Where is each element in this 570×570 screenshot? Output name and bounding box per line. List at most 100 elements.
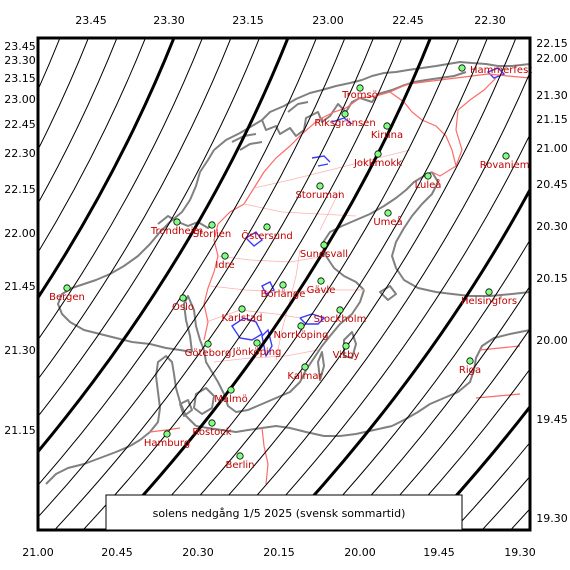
city-kalmar: Kalmar — [287, 363, 324, 382]
county-line-7 — [275, 249, 301, 361]
sunset-isoline — [310, 238, 530, 530]
city-malmö: Malmö — [214, 386, 248, 405]
city-label: Hamburg — [144, 438, 190, 449]
sunset-isoline — [452, 441, 530, 530]
caption-label: solens nedgång 1/5 2025 (svensk sommarti… — [153, 507, 406, 520]
county-line-4 — [209, 285, 364, 293]
caption-frame — [105, 494, 463, 531]
city-label: Bergen — [49, 292, 85, 303]
coastline-lofoten — [231, 101, 309, 151]
sunset-isoline — [38, 38, 203, 341]
city-hammerfest: Hammerfest — [458, 64, 532, 76]
sunset-isoline — [38, 38, 176, 301]
city-label: Kiruna — [371, 130, 403, 141]
right-tick-label: 19.30 — [536, 512, 568, 525]
sunset-isoline — [38, 38, 260, 418]
city-label: Riga — [459, 365, 481, 376]
left-tick-label: 22.45 — [4, 118, 36, 131]
city-label: Rostock — [192, 427, 231, 438]
city-visby: Visby — [333, 342, 360, 361]
sunset-isoline — [38, 38, 232, 380]
city-marker-icon — [458, 64, 466, 72]
city-norrköping: Norrköping — [273, 322, 329, 341]
border-norway-sweden — [203, 97, 361, 341]
city-marker-icon — [253, 339, 261, 347]
city-label: Trondheim — [150, 226, 203, 237]
city-rovaniemi: Rovaniemi — [480, 152, 532, 171]
city-label: Hammerfest — [470, 65, 532, 76]
city-marker-icon — [179, 294, 187, 302]
coastline-norway-north — [213, 61, 530, 151]
border-sweden-finland — [359, 91, 457, 177]
city-marker-icon — [63, 284, 71, 292]
right-tick-label: 21.15 — [536, 113, 568, 126]
city-label: Gävle — [307, 285, 336, 296]
sunset-isoline — [422, 404, 530, 530]
city-label: Luleå — [415, 178, 442, 191]
city-helsingfors: Helsingfors — [461, 288, 517, 307]
border-finland-russia — [455, 77, 497, 167]
city-marker-icon — [227, 386, 235, 394]
city-label: Helsingfors — [461, 296, 517, 307]
city-oslo: Oslo — [172, 294, 194, 313]
city-marker-icon — [317, 277, 325, 285]
bottom-tick-label: 20.30 — [182, 546, 214, 559]
sunset-isoline — [38, 38, 317, 486]
right-tick-label: 22.15 — [536, 37, 568, 50]
city-marker-icon — [485, 288, 493, 296]
coastline-oslofjord — [183, 295, 205, 353]
city-göteborg: Göteborg — [185, 340, 232, 359]
city-label: Karlstad — [221, 313, 262, 324]
coastline-layer — [45, 61, 530, 485]
city-label: Rovaniemi — [480, 160, 532, 171]
city-gävle: Gävle — [307, 277, 336, 296]
city-marker-icon — [356, 84, 364, 92]
city-tromsö: Tromsö — [341, 84, 378, 101]
left-tick-label: 21.15 — [4, 424, 36, 437]
city-marker-icon — [204, 340, 212, 348]
city-marker-icon — [342, 342, 350, 350]
city-jönköping: Jönköping — [232, 339, 282, 358]
sunset-isoline — [253, 133, 530, 530]
right-tick-label: 20.00 — [536, 334, 568, 347]
bottom-tick-label: 20.00 — [344, 546, 376, 559]
top-tick-label: 23.45 — [75, 14, 107, 27]
city-borlänge: Borlänge — [261, 281, 305, 300]
city-label: Jönköping — [232, 347, 282, 358]
city-marker-icon — [320, 241, 328, 249]
sunset-isoline — [53, 38, 374, 530]
top-tick-label: 22.45 — [392, 14, 424, 27]
bottom-tick-label: 21.00 — [22, 546, 54, 559]
left-tick-label: 23.45 — [4, 40, 36, 53]
city-stockholm: Stockholm — [314, 306, 366, 325]
bottom-tick-label: 20.15 — [263, 546, 295, 559]
city-marker-icon — [236, 452, 244, 460]
city-marker-icon — [208, 419, 216, 427]
left-tick-label: 23.00 — [4, 93, 36, 106]
left-tick-label: 23.30 — [4, 54, 36, 67]
city-rostock: Rostock — [192, 419, 232, 438]
right-tick-label: 21.00 — [536, 142, 568, 155]
city-marker-icon — [297, 322, 305, 330]
city-marker-icon — [263, 223, 271, 231]
city-marker-icon — [374, 150, 382, 158]
right-tick-label: 19.45 — [536, 413, 568, 426]
bottom-tick-label: 19.30 — [504, 546, 536, 559]
city-marker-icon — [424, 172, 432, 180]
bottom-tick-label: 20.45 — [101, 546, 133, 559]
sunset-isoline — [224, 71, 530, 530]
city-idre: Idre — [215, 252, 235, 271]
city-karlstad: Karlstad — [221, 305, 263, 324]
left-tick-label: 22.30 — [4, 147, 36, 160]
sunset-isoline — [196, 38, 517, 530]
city-label: Tromsö — [341, 90, 378, 101]
lake-north-2 — [331, 117, 353, 125]
city-label: Göteborg — [185, 348, 232, 359]
top-tick-label: 23.30 — [153, 14, 185, 27]
city-luleå: Luleå — [415, 172, 442, 191]
sunset-isoline — [82, 38, 403, 530]
city-storlien: Storlien — [193, 221, 231, 240]
